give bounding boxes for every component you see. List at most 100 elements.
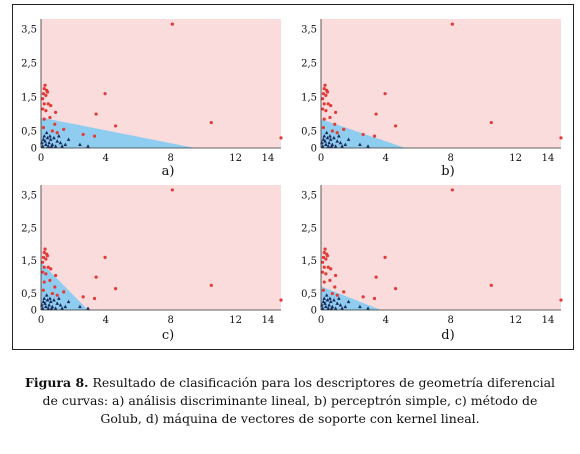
x-tick-label: 14 <box>542 153 555 164</box>
y-tick-label: 3,5 <box>21 25 37 36</box>
y-tick-label: 2,5 <box>21 59 37 70</box>
blue-point <box>48 299 53 304</box>
red-point <box>361 132 365 137</box>
y-tick-label: 3,5 <box>21 190 37 201</box>
blue-point <box>320 144 325 148</box>
red-point <box>328 278 332 282</box>
red-point <box>450 22 454 26</box>
red-point <box>46 102 50 106</box>
red-point <box>45 90 50 94</box>
x-tick-label: 4 <box>383 315 389 326</box>
blue-point <box>338 303 343 307</box>
blue-point <box>40 144 45 148</box>
y-tick-label: 3,5 <box>301 190 317 201</box>
panel-label: c) <box>162 328 174 343</box>
red-point <box>324 272 328 276</box>
red-point <box>559 136 563 140</box>
blue-point <box>78 304 82 309</box>
blue-point <box>328 137 333 141</box>
red-point <box>322 117 326 121</box>
red-point <box>321 126 326 130</box>
blue-point <box>343 304 348 309</box>
red-point <box>49 267 53 271</box>
blue-point <box>340 144 344 148</box>
red-class-region <box>321 19 561 148</box>
red-point <box>333 285 337 289</box>
x-tick-label: 14 <box>262 153 275 164</box>
blue-point <box>326 306 331 310</box>
x-tick-label: 4 <box>103 315 109 326</box>
red-point <box>42 250 46 255</box>
red-point <box>170 22 174 26</box>
blue-point <box>53 144 58 148</box>
panel-c: 0 0,5 1,5 2,5 3,5 0 4 8 12 14 c) <box>21 185 283 343</box>
red-point <box>321 255 326 259</box>
red-point <box>322 86 326 91</box>
blue-point <box>63 142 68 147</box>
blue-point <box>48 296 52 300</box>
red-point <box>41 107 45 111</box>
red-point <box>374 112 378 116</box>
red-point <box>383 92 387 96</box>
blue-point <box>366 144 370 148</box>
x-tick-label: 4 <box>103 153 109 164</box>
y-tick-label: 0,5 <box>301 127 317 138</box>
red-point <box>55 131 59 135</box>
x-tick-label: 0 <box>38 315 44 326</box>
blue-point <box>47 140 51 145</box>
x-tick-label: 14 <box>262 315 275 326</box>
red-point <box>53 273 58 278</box>
panel-d: 0 0,5 1,5 2,5 3,5 0 4 8 12 14 d) <box>301 185 563 343</box>
x-tick-label: 12 <box>509 153 522 164</box>
red-point <box>55 293 59 297</box>
red-point <box>559 298 563 302</box>
blue-point <box>324 130 329 135</box>
red-point <box>328 115 332 120</box>
y-tick-label: 0,5 <box>21 289 37 300</box>
blue-point <box>48 137 53 141</box>
red-point <box>209 120 213 125</box>
red-point <box>103 255 107 259</box>
blue-point <box>358 142 362 147</box>
x-tick-label: 12 <box>229 153 242 164</box>
blue-point <box>328 134 332 138</box>
red-point <box>321 288 326 292</box>
red-point <box>48 278 52 282</box>
x-tick-label: 8 <box>168 315 174 326</box>
x-tick-label: 8 <box>448 315 454 326</box>
red-point <box>49 103 53 108</box>
caption-text: Resultado de clasificación para los desc… <box>42 375 556 426</box>
red-point <box>50 129 54 133</box>
blue-point <box>320 306 325 310</box>
blue-point <box>48 134 52 138</box>
blue-point <box>78 142 82 147</box>
panel-label: d) <box>441 328 454 343</box>
blue-point <box>332 135 336 140</box>
figure-frame: 0 0,5 1,5 2,5 3,5 0 4 8 12 14 a) 0 0,5 1,5 2,5 3,5 0 4 8 12… <box>12 4 574 350</box>
red-point <box>333 122 337 126</box>
red-point <box>322 250 326 255</box>
red-point <box>342 127 346 131</box>
red-point <box>42 265 46 269</box>
blue-point <box>42 134 47 138</box>
red-point <box>92 296 97 301</box>
red-class-region <box>321 185 561 310</box>
red-point <box>489 120 493 125</box>
x-tick-label: 8 <box>168 153 174 164</box>
blue-point <box>46 306 51 310</box>
blue-point <box>333 144 338 148</box>
blue-point <box>346 137 351 141</box>
blue-point <box>57 134 61 138</box>
red-point <box>321 92 326 96</box>
red-point <box>279 136 283 140</box>
blue-point <box>329 306 334 310</box>
red-point <box>46 265 50 269</box>
blue-point <box>57 296 61 300</box>
scatter-plot-grid: 0 0,5 1,5 2,5 3,5 0 4 8 12 14 a) 0 0,5 1,5 2,5 3,5 0 4 8 12… <box>21 19 563 343</box>
red-point <box>335 131 339 135</box>
red-point <box>50 291 54 296</box>
y-tick-label: 2,5 <box>301 223 317 234</box>
red-point <box>450 188 454 192</box>
blue-point <box>52 135 56 140</box>
red-point <box>324 93 328 97</box>
